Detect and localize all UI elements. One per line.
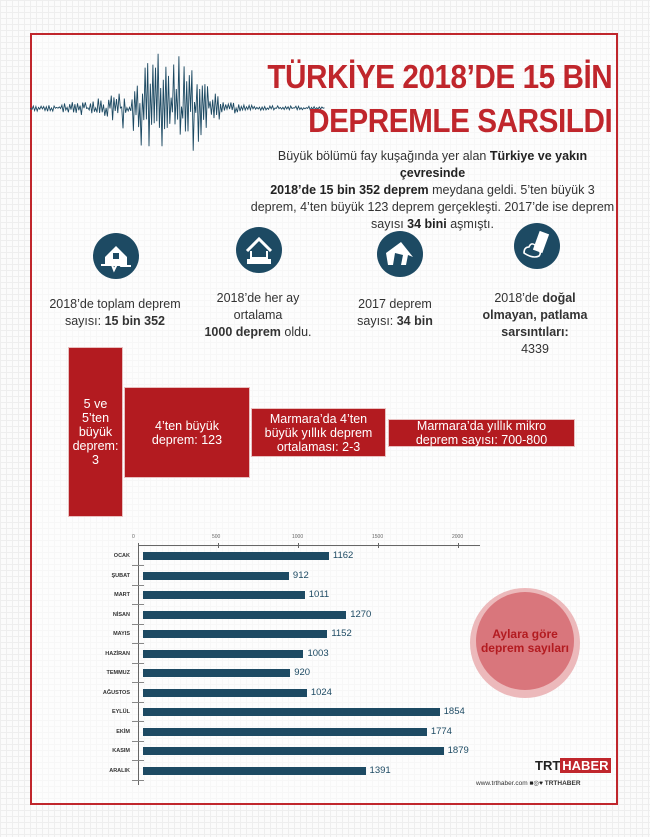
value-label: 1024 — [310, 686, 332, 698]
value-label: 920 — [294, 667, 311, 678]
value-label: 1879 — [447, 745, 469, 756]
row-divider — [132, 701, 144, 703]
row-divider — [132, 682, 144, 683]
bar-ni̇san — [143, 610, 347, 619]
house-crack-icon — [236, 227, 282, 273]
bar-ocak — [143, 552, 329, 560]
y-axis-line — [138, 545, 139, 785]
month-label: NİSAN — [112, 611, 130, 618]
value-label: 912 — [292, 569, 309, 581]
month-label: ARALIK — [109, 767, 130, 774]
x-tick-mark — [298, 543, 299, 548]
stat-2017: 2017 deprem sayısı: 34 bin — [357, 297, 433, 328]
bar-eki̇m — [143, 727, 427, 736]
month-label: AĞUSTOS — [102, 689, 130, 696]
month-label: MAYIS — [113, 631, 130, 637]
bar-mart — [143, 591, 305, 599]
page-title: TÜRKİYE 2018’DE 15 BİN DEPREMLE SARSILDI — [267, 55, 612, 143]
month-label: ŞUBAT — [111, 572, 130, 579]
explosion-building-icon — [514, 223, 560, 269]
value-label: 1152 — [331, 628, 352, 639]
chart-title: Aylara göre deprem sayıları — [476, 592, 574, 690]
month-label: TEMMUZ — [106, 670, 130, 676]
value-label: 1162 — [332, 550, 354, 561]
x-tick-label: 0 — [132, 534, 135, 540]
box-magnitude-5: 5 ve 5’ten büyük deprem: 3 — [68, 347, 123, 517]
row-divider — [132, 643, 144, 644]
seismograph-wave — [30, 53, 325, 151]
month-label: HAZİRAN — [105, 650, 130, 657]
row-divider — [132, 565, 144, 566]
row-divider — [132, 740, 144, 742]
stat-monthly-average: 2018’de her ay ortalama 1000 deprem oldu… — [204, 291, 312, 339]
value-label: 1391 — [369, 764, 391, 776]
stat-explosions: 2018’de doğal olmayan, patlama sarsıntıl… — [482, 291, 588, 356]
bar-mayis — [143, 630, 328, 638]
row-divider — [132, 779, 144, 781]
trt-haber-logo: TRT HABER — [535, 758, 611, 773]
month-label: KASIM — [112, 748, 130, 754]
box-marmara-average: Marmara’da 4’ten büyük yıllık deprem ort… — [251, 408, 386, 457]
value-label: 1003 — [307, 647, 329, 659]
row-divider — [132, 584, 144, 586]
x-tick-mark — [138, 543, 139, 548]
x-tick-mark — [458, 543, 459, 548]
box-magnitude-4: 4’ten büyük deprem: 123 — [124, 387, 250, 478]
footer-links: www.trthaber.com ■◎♥ TRTHABER — [476, 779, 581, 787]
bar-hazi̇ran — [143, 649, 304, 658]
x-tick-label: 500 — [212, 534, 221, 540]
collapsed-house-icon — [377, 231, 423, 277]
bar-kasim — [143, 747, 444, 755]
month-label: OCAK — [113, 553, 130, 559]
x-tick-mark — [378, 543, 379, 548]
row-divider — [132, 760, 144, 761]
bar-temmuz — [143, 669, 291, 677]
value-label: 1270 — [350, 608, 372, 620]
month-label: EYLÜL — [111, 709, 130, 715]
social-icons: ■◎♥ — [529, 780, 543, 787]
value-label: 1774 — [430, 725, 452, 737]
bar-ağustos — [143, 688, 307, 697]
bar-eylül — [143, 708, 440, 716]
seismograph-line — [30, 53, 325, 151]
month-label: EKİM — [116, 728, 130, 735]
x-tick-label: 1500 — [372, 534, 384, 540]
row-divider — [132, 662, 144, 664]
stat-total-2018: 2018’de toplam deprem sayısı: 15 bin 352 — [49, 297, 181, 328]
social-handle: TRTHABER — [544, 780, 581, 787]
bar-aralik — [143, 766, 366, 775]
title-line-1: TÜRKİYE 2018’DE 15 BİN — [267, 58, 612, 95]
intro-text: Büyük bölümü fay kuşağında yer alan Türk… — [250, 149, 615, 231]
value-label: 1011 — [308, 589, 330, 600]
row-divider — [132, 604, 144, 605]
month-label: MART — [114, 592, 130, 598]
row-divider — [132, 721, 144, 722]
bar-şubat — [143, 571, 289, 580]
x-axis-line — [138, 545, 480, 546]
website-link[interactable]: www.trthaber.com — [476, 780, 528, 787]
house-quake-icon — [93, 233, 139, 279]
row-divider — [132, 623, 144, 625]
x-tick-label: 2000 — [452, 534, 464, 540]
x-tick-label: 1000 — [292, 534, 304, 540]
title-line-2: DEPREMLE SARSILDI — [307, 102, 613, 139]
box-marmara-micro: Marmara’da yıllık mikro deprem sayısı: 7… — [388, 419, 575, 447]
x-tick-mark — [218, 543, 219, 548]
value-label: 1854 — [443, 706, 465, 717]
